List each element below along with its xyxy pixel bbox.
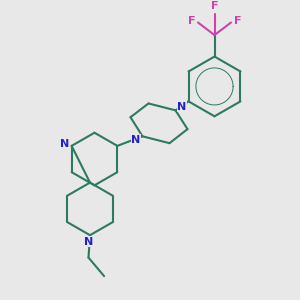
Text: F: F xyxy=(234,16,241,26)
Text: N: N xyxy=(59,140,69,149)
Text: F: F xyxy=(188,16,195,26)
Text: N: N xyxy=(131,135,140,145)
Text: N: N xyxy=(178,102,187,112)
Text: F: F xyxy=(211,1,218,11)
Text: N: N xyxy=(84,237,93,247)
